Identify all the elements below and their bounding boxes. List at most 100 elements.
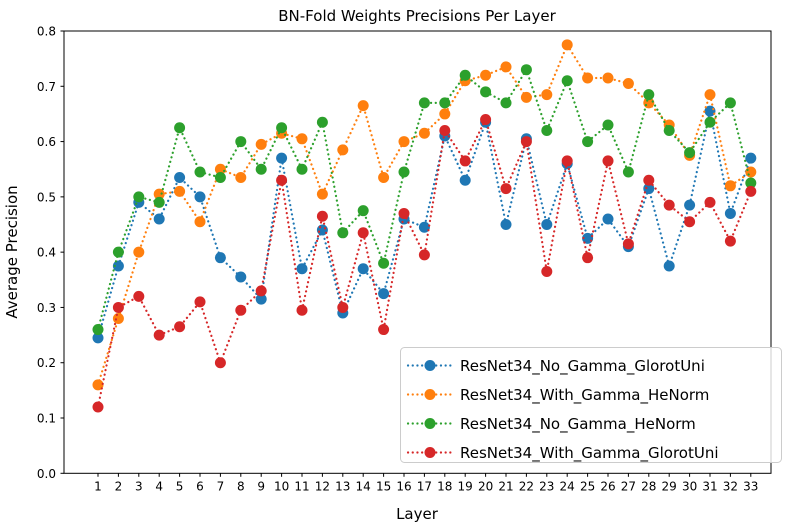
- data-point: [684, 147, 696, 159]
- data-point: [378, 257, 390, 269]
- data-point: [663, 199, 675, 211]
- legend-box: [400, 347, 782, 463]
- x-tick-label: 8: [237, 479, 245, 493]
- x-tick-label: 21: [498, 479, 513, 493]
- x-tick-label: 24: [560, 479, 575, 493]
- data-point: [561, 39, 573, 51]
- data-point: [541, 89, 553, 101]
- x-tick-label: 31: [702, 479, 717, 493]
- x-tick-label: 20: [478, 479, 493, 493]
- data-point: [255, 163, 267, 175]
- data-point: [520, 91, 532, 103]
- data-point: [684, 216, 696, 228]
- data-point: [357, 227, 369, 239]
- data-point: [235, 304, 247, 316]
- data-point: [174, 185, 186, 197]
- series-ResNet34_No_Gamma_HeNorm: [92, 64, 757, 336]
- legend-item: ResNet34_With_Gamma_GlorotUni: [406, 444, 719, 463]
- x-tick-label: 32: [723, 479, 738, 493]
- data-point: [418, 221, 430, 233]
- x-tick-label: 26: [600, 479, 615, 493]
- data-point: [602, 155, 614, 167]
- data-point: [235, 271, 247, 283]
- data-point: [214, 357, 226, 369]
- data-point: [194, 296, 206, 308]
- y-tick-label: 0.8: [37, 25, 56, 39]
- data-point: [418, 127, 430, 139]
- legend-marker: [424, 447, 436, 458]
- x-tick-label: 3: [135, 479, 143, 493]
- x-tick-label: 1: [94, 479, 102, 493]
- data-point: [92, 401, 104, 413]
- data-point: [92, 332, 104, 344]
- data-point: [112, 260, 124, 272]
- data-point: [520, 136, 532, 148]
- y-tick-label: 0.1: [37, 412, 56, 426]
- data-point: [194, 216, 206, 228]
- x-tick-label: 29: [662, 479, 677, 493]
- legend-label: ResNet34_With_Gamma_HeNorm: [460, 386, 709, 405]
- data-point: [500, 61, 512, 73]
- x-tick-label: 22: [519, 479, 534, 493]
- data-point: [235, 172, 247, 184]
- data-point: [500, 219, 512, 231]
- data-point: [480, 69, 492, 81]
- data-point: [112, 301, 124, 313]
- data-point: [500, 183, 512, 195]
- data-point: [214, 172, 226, 184]
- data-point: [357, 263, 369, 275]
- legend-label: ResNet34_No_Gamma_HeNorm: [460, 415, 696, 434]
- legend-marker: [424, 418, 436, 429]
- data-point: [194, 191, 206, 203]
- data-point: [92, 379, 104, 391]
- x-tick-label: 16: [396, 479, 411, 493]
- data-point: [296, 163, 308, 175]
- data-point: [337, 227, 349, 239]
- chart-title: BN-Fold Weights Precisions Per Layer: [278, 7, 556, 25]
- data-point: [480, 113, 492, 125]
- x-tick-label: 33: [743, 479, 758, 493]
- data-point: [337, 301, 349, 313]
- legend-marker: [424, 389, 436, 400]
- x-tick-label: 14: [356, 479, 371, 493]
- data-point: [541, 266, 553, 278]
- data-point: [622, 238, 634, 250]
- data-point: [398, 207, 410, 219]
- data-point: [704, 116, 716, 128]
- y-tick-label: 0.3: [37, 301, 56, 315]
- legend-marker: [424, 360, 436, 371]
- data-point: [276, 152, 288, 164]
- data-point: [357, 205, 369, 217]
- data-point: [316, 210, 328, 222]
- x-tick-label: 30: [682, 479, 697, 493]
- data-point: [316, 116, 328, 128]
- data-point: [480, 86, 492, 98]
- x-tick-label: 17: [417, 479, 432, 493]
- x-tick-label: 5: [176, 479, 184, 493]
- data-point: [337, 144, 349, 156]
- data-point: [276, 174, 288, 186]
- data-point: [724, 235, 736, 247]
- data-point: [561, 155, 573, 167]
- x-tick-label: 9: [257, 479, 265, 493]
- data-point: [622, 78, 634, 90]
- x-tick-label: 12: [315, 479, 330, 493]
- x-tick-label: 11: [294, 479, 309, 493]
- data-point: [439, 108, 451, 120]
- data-point: [561, 75, 573, 87]
- legend: ResNet34_No_Gamma_GlorotUni ResNet34_With…: [400, 347, 782, 463]
- data-point: [92, 324, 104, 336]
- y-tick-label: 0.4: [37, 246, 56, 260]
- data-point: [296, 263, 308, 275]
- data-point: [214, 252, 226, 264]
- y-axis-label: Average Precision: [3, 185, 21, 318]
- data-point: [133, 246, 145, 258]
- data-point: [582, 136, 594, 148]
- data-point: [398, 166, 410, 178]
- data-point: [724, 97, 736, 109]
- data-point: [643, 183, 655, 195]
- data-point: [602, 119, 614, 131]
- data-point: [214, 163, 226, 175]
- data-point: [174, 122, 186, 134]
